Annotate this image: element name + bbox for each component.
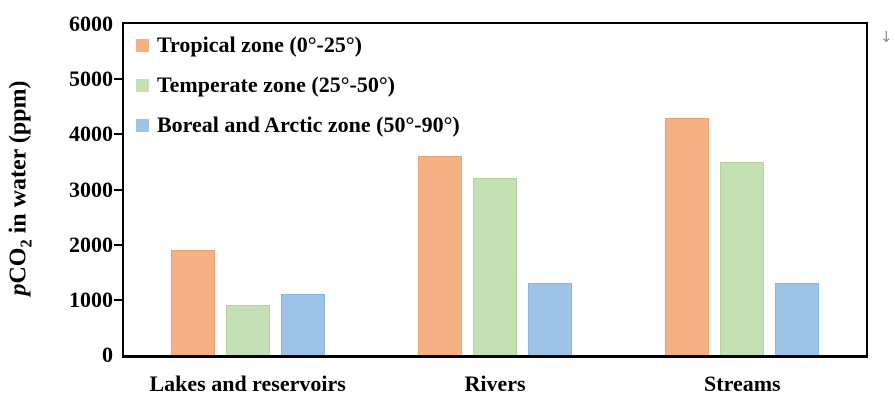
bar-series2-cat2: [473, 178, 517, 355]
bar-series1-cat3: [665, 117, 710, 355]
bar-series3-cat3: [775, 283, 820, 355]
scroll-down-arrow-icon: ↓: [880, 28, 893, 46]
bar-series1-cat2: [418, 156, 462, 355]
y-tick-label: 3000: [69, 176, 113, 202]
y-tick-label: 5000: [69, 66, 113, 92]
y-tick-label: 0: [102, 342, 113, 367]
legend-item-3: Boreal and Arctic zone (50°-90°): [136, 112, 460, 138]
legend-swatch-icon: [136, 38, 149, 52]
bar-series2-cat1: [225, 305, 270, 355]
bar-series3-cat1: [280, 294, 325, 355]
legend: Tropical zone (0°-25°) Temperate zone (25…: [136, 32, 460, 152]
y-tick-mark: [114, 133, 123, 136]
bar-series2-cat3: [720, 161, 765, 355]
x-category-label: Lakes and reservoirs: [149, 371, 346, 396]
bar-series1-cat1: [170, 250, 215, 355]
x-category-label: Rivers: [464, 371, 526, 396]
legend-item-2: Temperate zone (25°-50°): [136, 72, 460, 98]
y-tick-mark: [114, 188, 123, 191]
legend-label: Tropical zone (0°-25°): [157, 32, 362, 57]
legend-label: Boreal and Arctic zone (50°-90°): [157, 112, 460, 137]
plot-area: Tropical zone (0°-25°) Temperate zone (25…: [122, 22, 868, 358]
y-tick-label: 1000: [69, 286, 113, 312]
legend-swatch-icon: [136, 118, 149, 132]
y-tick-label: 2000: [69, 231, 113, 257]
legend-swatch-icon: [136, 78, 149, 92]
y-tick-mark: [114, 243, 123, 246]
legend-item-1: Tropical zone (0°-25°): [136, 32, 460, 58]
bar-series3-cat2: [528, 283, 572, 355]
y-tick-label: 4000: [69, 121, 113, 147]
y-axis-title-rest: in water (ppm): [5, 80, 32, 240]
legend-label: Temperate zone (25°-50°): [157, 72, 395, 97]
y-tick-label: 6000: [69, 11, 113, 36]
x-category-label: Streams: [704, 371, 781, 396]
y-tick-mark: [114, 298, 123, 301]
y-tick-mark: [114, 78, 123, 81]
